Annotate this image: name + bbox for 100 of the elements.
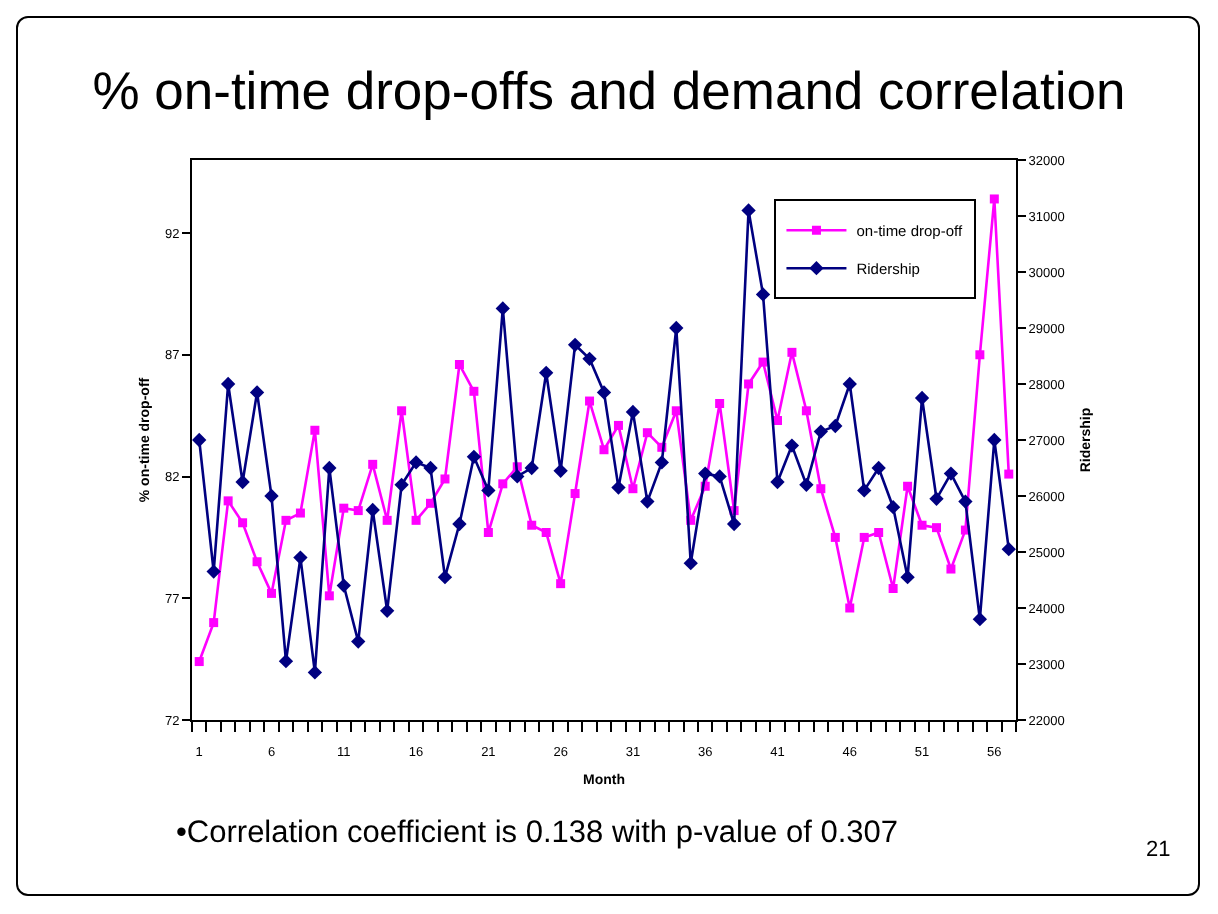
point [813,424,828,439]
point [483,528,493,538]
point [495,301,510,316]
point [943,466,959,481]
point [859,532,869,542]
point [278,654,294,669]
point [770,474,785,490]
point [397,406,407,416]
point [874,528,884,538]
point [755,287,771,302]
point [642,428,652,438]
point [454,360,464,370]
point [582,351,597,366]
point [556,579,566,589]
point [987,432,1002,448]
point [206,564,221,579]
point [845,603,855,613]
point [801,406,811,416]
point [510,469,525,484]
point [946,564,956,574]
point [596,385,612,400]
point [293,550,308,565]
point [726,516,742,532]
point [368,459,378,469]
point [900,570,915,585]
point [744,379,754,389]
point [599,445,609,455]
point [238,518,248,528]
point [1001,542,1016,557]
point [715,398,725,408]
point [784,438,800,453]
point [235,474,250,490]
point [351,634,366,649]
point [527,520,537,530]
point [799,477,814,492]
point [469,386,479,396]
point [654,455,669,470]
point [481,483,496,498]
point [423,460,438,476]
point [669,320,684,336]
point [322,460,337,476]
point [539,365,554,380]
point [336,578,351,593]
point [339,503,349,513]
point [741,203,756,218]
point [249,385,265,400]
point [975,350,985,360]
point [307,665,323,680]
point [787,347,797,357]
point [310,425,320,435]
text: 21 [1146,838,1171,862]
point [972,612,988,627]
point [683,556,698,571]
point [917,520,927,530]
point [698,466,713,481]
point [209,618,219,628]
point [524,460,539,476]
point [929,491,944,506]
point [828,418,843,434]
point [914,390,930,406]
point [553,463,568,478]
point [437,570,453,585]
point [408,455,424,470]
point [625,404,641,420]
point [989,194,999,204]
text: •Correlation coefficient is 0.138 with p-value of 0.307 [176,816,898,850]
point [324,591,334,601]
point [365,502,380,518]
point [440,474,450,484]
point [857,483,872,498]
point [466,449,482,464]
point [585,396,595,406]
point [958,494,973,509]
point [1004,469,1014,479]
point [567,337,583,352]
chart-title: % on-time drop-offs and demand correlation [92,60,1126,121]
point [712,469,727,484]
point [281,515,291,525]
point [267,588,276,598]
point [640,494,655,509]
point [611,480,626,495]
point [295,508,305,518]
point [628,484,638,494]
point [570,489,580,499]
point [192,432,207,448]
point [382,515,392,525]
point [830,532,840,542]
point [223,496,233,506]
point [816,484,826,494]
point [888,584,898,594]
point [264,488,279,504]
point [613,420,623,430]
point [411,515,421,525]
point [885,500,901,515]
point [220,376,236,392]
point [903,481,913,491]
point [541,528,551,538]
point [498,479,508,489]
point [353,506,363,516]
point [380,603,395,618]
